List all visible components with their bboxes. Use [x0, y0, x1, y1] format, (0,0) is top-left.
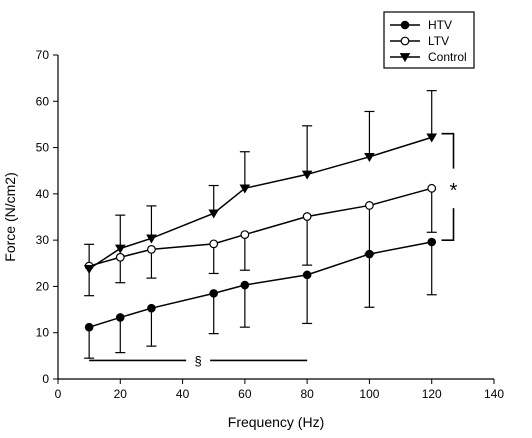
marker-filled-circle — [400, 20, 410, 30]
y-tick-label: 10 — [36, 326, 50, 340]
y-tick-label: 30 — [36, 233, 50, 247]
marker-filled-triangle — [364, 152, 375, 162]
marker-open-circle — [400, 36, 410, 46]
marker-open-circle — [365, 201, 374, 210]
significance-annotations: *§ — [89, 132, 458, 368]
series-control-line — [88, 136, 432, 270]
x-tick-label: 100 — [359, 387, 379, 401]
x-tick-label: 120 — [422, 387, 442, 401]
x-tick-label: 20 — [114, 387, 128, 401]
marker-open-circle — [240, 230, 250, 239]
marker-filled-triangle — [83, 264, 95, 274]
marker-filled-triangle — [426, 133, 438, 143]
significance-star: * — [450, 180, 458, 202]
y-tick-label: 50 — [36, 141, 50, 155]
marker-open-circle — [147, 244, 156, 254]
marker-open-circle — [302, 212, 312, 221]
y-tick-label: 70 — [36, 48, 50, 62]
marker-filled-triangle — [399, 53, 411, 63]
marker-open-circle — [209, 239, 219, 249]
y-tick-label: 40 — [36, 187, 50, 201]
marker-filled-triangle — [301, 170, 313, 180]
marker-filled-circle — [115, 313, 125, 322]
legend-box — [383, 11, 475, 69]
marker-filled-triangle — [146, 234, 157, 244]
marker-filled-circle — [365, 249, 374, 259]
marker-filled-circle — [302, 270, 312, 280]
section-symbol: § — [195, 353, 202, 368]
error-bars — [84, 90, 437, 359]
marker-open-circle — [427, 183, 437, 193]
marker-filled-circle — [240, 280, 250, 290]
legend-label-control: Control — [428, 50, 467, 64]
y-tick-label: 0 — [42, 372, 49, 386]
legend: HTV LTV Control — [383, 11, 475, 69]
marker-filled-circle — [427, 237, 437, 247]
tick-group: 0 20 40 60 80 100 120 140 0 10 20 30 40 50 60 70 — [36, 48, 505, 401]
y-tick-label: 60 — [36, 94, 50, 108]
marker-filled-triangle — [208, 209, 220, 219]
marker-filled-triangle — [114, 244, 126, 254]
marker-filled-circle — [209, 289, 219, 298]
marker-open-circle — [115, 252, 125, 262]
axes — [57, 55, 494, 380]
y-axis-label: Force (N/cm2) — [2, 172, 18, 261]
bracket-lower — [441, 208, 455, 241]
series-markers — [83, 133, 438, 332]
x-tick-label: 60 — [238, 387, 252, 401]
y-tick-label: 20 — [36, 279, 50, 293]
series-lines — [88, 136, 432, 328]
bracket-upper — [441, 132, 455, 169]
marker-filled-circle — [84, 322, 94, 332]
legend-label-htv: HTV — [428, 18, 452, 32]
legend-label-ltv: LTV — [428, 34, 449, 48]
marker-filled-circle — [147, 303, 156, 313]
x-tick-label: 80 — [300, 387, 314, 401]
x-tick-label: 140 — [484, 387, 504, 401]
x-tick-label: 0 — [55, 387, 62, 401]
marker-filled-triangle — [239, 184, 251, 194]
series-htv-line — [88, 241, 432, 328]
series-ltv-line — [88, 187, 432, 267]
x-tick-label: 40 — [176, 387, 190, 401]
x-axis-label: Frequency (Hz) — [228, 414, 324, 430]
